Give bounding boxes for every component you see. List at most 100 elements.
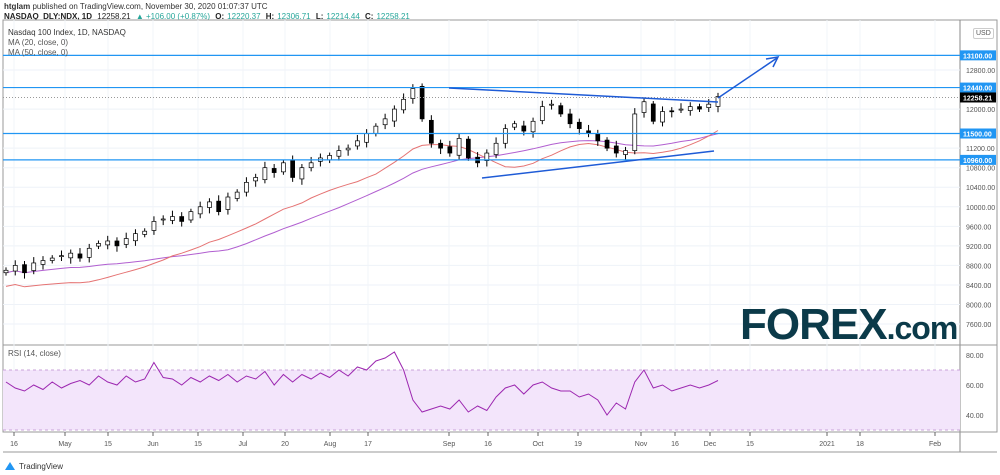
candle xyxy=(142,228,148,238)
candle xyxy=(493,137,499,159)
x-tick-label: Oct xyxy=(533,441,544,448)
candle-body xyxy=(77,253,83,259)
candle-body xyxy=(86,247,92,258)
candle xyxy=(502,124,508,149)
candle xyxy=(456,133,462,161)
candle-body xyxy=(271,168,277,173)
candle-body xyxy=(59,255,64,257)
candle-body xyxy=(512,123,517,128)
candle-body xyxy=(595,133,601,142)
currency-button[interactable]: USD xyxy=(973,28,994,39)
candle xyxy=(539,100,545,125)
candle xyxy=(595,129,601,146)
tradingview-footer[interactable]: TradingView xyxy=(4,461,63,471)
candle-body xyxy=(632,113,638,151)
candle-body xyxy=(641,101,647,113)
y-tick-label: 9600.00 xyxy=(966,224,991,231)
candle-body xyxy=(290,160,295,178)
y-tick-label: 11200.00 xyxy=(966,146,995,153)
logo-com: .com xyxy=(886,310,959,346)
candle xyxy=(355,134,360,150)
candle xyxy=(68,249,74,264)
price-label-bg xyxy=(960,92,996,103)
candle xyxy=(114,237,120,252)
rsi-tick-label: 40.00 xyxy=(966,413,984,420)
x-tick-label: 20 xyxy=(281,441,289,448)
candle-body xyxy=(281,162,286,173)
candle xyxy=(151,216,157,235)
l-label: L: xyxy=(315,12,324,21)
x-tick-label: 18 xyxy=(856,441,864,448)
candle xyxy=(216,195,222,216)
publish-info: htglam published on TradingView.com, Nov… xyxy=(4,2,268,11)
price-label-bg xyxy=(960,154,996,165)
candle-body xyxy=(484,152,490,161)
candle xyxy=(336,145,342,161)
ma50-line xyxy=(5,133,719,274)
candle-body xyxy=(604,139,610,149)
published-text: published on TradingView.com, November 3… xyxy=(32,2,268,11)
change: ▲ +106.00 (+0.87%) xyxy=(135,12,211,21)
candle-body xyxy=(687,106,693,111)
candle xyxy=(465,136,471,161)
candle xyxy=(549,99,554,110)
tradingview-logo-icon xyxy=(5,462,15,470)
y-tick-label: 10400.00 xyxy=(966,185,995,192)
candle-body xyxy=(456,138,462,156)
y-tick-label: 10000.00 xyxy=(966,205,995,212)
candle xyxy=(512,120,517,131)
candle-body xyxy=(253,177,259,182)
candle-body xyxy=(114,240,120,247)
candle xyxy=(12,260,18,276)
candle-body xyxy=(12,265,18,272)
o-label: O: xyxy=(215,12,225,21)
candle xyxy=(308,156,314,172)
candle xyxy=(244,177,249,197)
publisher: htglam xyxy=(4,2,31,11)
ma20-line xyxy=(5,130,719,288)
x-tick-label: May xyxy=(58,441,72,448)
candle xyxy=(530,117,536,138)
candle xyxy=(3,267,9,276)
candle xyxy=(22,261,27,279)
candle-body xyxy=(151,221,157,231)
x-tick-label: 15 xyxy=(194,441,202,448)
candle-body xyxy=(539,106,545,121)
candle xyxy=(160,215,166,226)
price-label-bg xyxy=(960,50,996,61)
candle-body xyxy=(3,269,9,274)
candle-body xyxy=(613,145,619,154)
candle-body xyxy=(96,243,101,247)
x-tick-label: 16 xyxy=(671,441,679,448)
candle-body xyxy=(447,146,453,154)
y-tick-label: 8800.00 xyxy=(966,263,991,270)
candle-body xyxy=(576,121,582,129)
candle xyxy=(345,144,351,156)
candle-body xyxy=(68,252,74,259)
rsi-tick-label: 60.00 xyxy=(966,383,984,390)
candle xyxy=(253,173,259,187)
candle xyxy=(567,108,573,129)
candle-body xyxy=(669,110,675,113)
legend-ma20: MA (20, close, 0) xyxy=(8,38,69,47)
y-tick-label: 12800.00 xyxy=(966,68,995,75)
candle-body xyxy=(299,167,305,180)
price-label: 13100.00 xyxy=(963,53,992,60)
candle xyxy=(271,164,277,178)
candle-body xyxy=(567,113,573,125)
candle xyxy=(604,137,610,152)
candle xyxy=(697,103,702,113)
candle xyxy=(687,102,693,116)
candle-body xyxy=(170,216,175,221)
candle xyxy=(123,232,129,249)
candle xyxy=(133,229,138,246)
candle xyxy=(623,146,628,161)
candle-body xyxy=(706,103,712,108)
candle xyxy=(40,256,46,270)
upper-trendline xyxy=(448,87,719,103)
x-tick-label: Sep xyxy=(443,441,456,448)
candle xyxy=(576,118,582,135)
last-price: 12258.21 xyxy=(97,12,131,21)
candle xyxy=(447,140,453,157)
